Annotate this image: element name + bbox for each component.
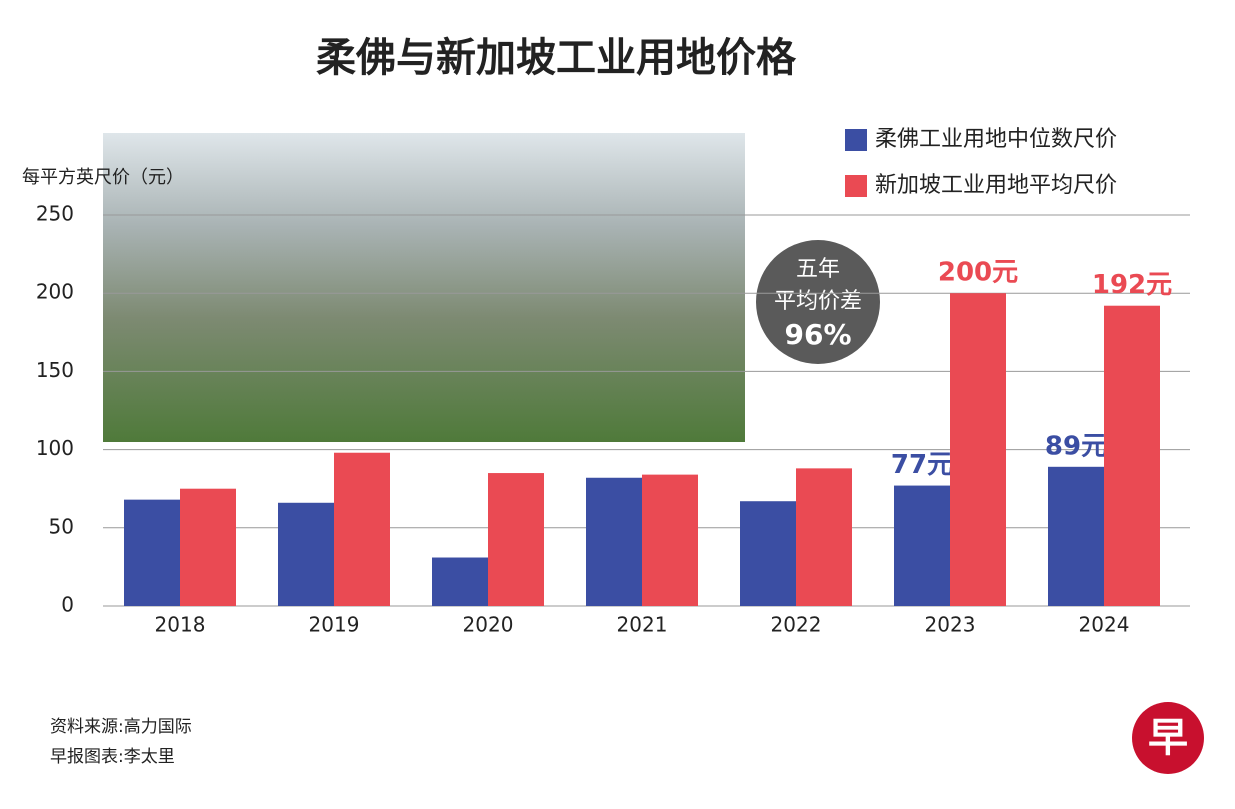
bar [740, 501, 796, 606]
y-tick-label: 50 [49, 514, 74, 538]
x-tick-label: 2022 [771, 613, 822, 637]
bar [432, 557, 488, 606]
bar [180, 488, 236, 606]
chart-title: 柔佛与新加坡工业用地价格 [316, 35, 797, 81]
source: 早报图表:李太里 [50, 747, 175, 767]
value-label: 77元 [891, 450, 953, 480]
x-tick-label: 2024 [1079, 613, 1130, 637]
bar [278, 502, 334, 606]
bar [796, 468, 852, 606]
legend-swatch [845, 175, 867, 197]
legend-label: 新加坡工业用地平均尺价 [875, 173, 1117, 198]
x-tick-label: 2021 [617, 613, 668, 637]
value-label: 89元 [1045, 431, 1107, 461]
bar [124, 499, 180, 606]
bar [642, 474, 698, 606]
logo-circle [1132, 702, 1204, 774]
bar [1104, 305, 1160, 606]
y-tick-label: 100 [36, 436, 74, 460]
annotation-circle [756, 240, 880, 364]
logo: 早 [1148, 715, 1188, 761]
legend-swatch [845, 129, 867, 151]
photo [103, 133, 745, 442]
legend-label: 柔佛工业用地中位数尺价 [875, 127, 1117, 152]
y-tick-label: 200 [36, 280, 74, 304]
bar [488, 473, 544, 606]
y-tick-label: 150 [36, 358, 74, 382]
y-tick-label: 250 [36, 202, 74, 226]
annotation: 五年 [796, 257, 840, 282]
y-axis-label: 每平方英尺价（元） [22, 167, 184, 188]
value-label: 200元 [938, 258, 1018, 288]
x-tick-label: 2019 [309, 613, 360, 637]
source: 资料来源:高力国际 [50, 717, 192, 737]
bar [586, 477, 642, 606]
value-label: 192元 [1092, 270, 1172, 300]
x-tick-label: 2023 [925, 613, 976, 637]
x-tick-label: 2020 [463, 613, 514, 637]
bar [894, 485, 950, 606]
bar [950, 293, 1006, 606]
bar [1048, 466, 1104, 606]
bar [334, 452, 390, 606]
x-tick-label: 2018 [155, 613, 206, 637]
annotation: 96% [784, 318, 851, 351]
y-tick-label: 0 [61, 593, 74, 617]
